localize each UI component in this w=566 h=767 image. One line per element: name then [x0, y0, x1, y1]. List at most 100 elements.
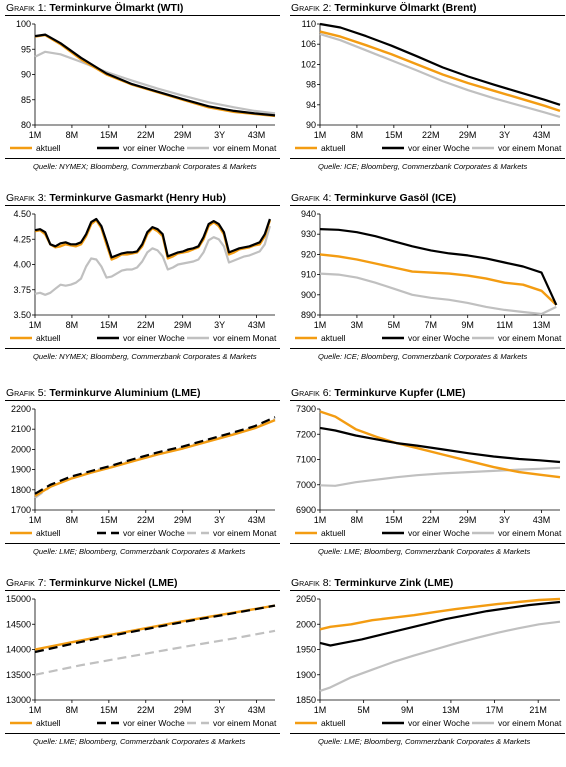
chart-title-prefix: Grafik 5:: [6, 387, 50, 399]
series-line-monat: [34, 225, 271, 296]
series-line-aktuell: [319, 30, 561, 113]
series-line-aktuell: [34, 418, 276, 497]
y-tick-label: 930: [301, 229, 316, 239]
x-tick-label: 22M: [422, 130, 440, 140]
axis-line: [34, 409, 275, 511]
chart-source: Quelle: LME; Bloomberg, Commerzbank Corp…: [33, 737, 246, 746]
x-tick-label: 1M: [29, 130, 42, 140]
x-tick-label: 8M: [351, 515, 364, 525]
legend-label: vor einer Woche: [408, 528, 470, 538]
x-tick-label: 29M: [459, 130, 477, 140]
y-tick-label: 1850: [296, 695, 316, 705]
series-line-aktuell: [319, 597, 561, 631]
chart-title-prefix: Grafik 2:: [291, 2, 335, 14]
x-tick-label: 8M: [66, 130, 79, 140]
source-rule: [5, 543, 280, 544]
x-tick-label: 29M: [459, 515, 477, 525]
y-tick-label: 2100: [11, 424, 31, 434]
legend-label: vor einem Monat: [498, 333, 562, 343]
title-rule: [290, 400, 565, 401]
y-tick-label: 13000: [6, 695, 31, 705]
chart-title-text: Terminkurve Ölmarkt (Brent): [334, 2, 477, 14]
x-tick-label: 22M: [137, 320, 155, 330]
source-rule: [290, 158, 565, 159]
chart-panel-4: Grafik 4: Terminkurve Gasöl (ICE) 890 900 9…: [290, 192, 565, 382]
x-tick-label: 29M: [174, 320, 192, 330]
x-tick-label: 1M: [29, 320, 42, 330]
series-line-woche: [319, 426, 561, 464]
y-tick-label: 106: [301, 39, 316, 49]
title-rule: [5, 400, 280, 401]
chart-title-text: Terminkurve Ölmarkt (WTI): [49, 2, 184, 14]
x-tick-label: 1M: [314, 515, 327, 525]
chart-source: Quelle: NYMEX; Bloomberg, Commerzbank Co…: [33, 162, 257, 171]
chart-title: Grafik 7: Terminkurve Nickel (LME): [6, 577, 178, 589]
x-tick-label: 29M: [174, 130, 192, 140]
chart-title-prefix: Grafik 3:: [6, 192, 50, 204]
legend-label: aktuell: [321, 528, 346, 538]
x-tick-label: 9M: [461, 320, 474, 330]
x-tick-label: 29M: [174, 515, 192, 525]
legend-label: vor einem Monat: [498, 143, 562, 153]
series-line-monat: [319, 620, 561, 692]
chart-title: Grafik 1: Terminkurve Ölmarkt (WTI): [6, 2, 183, 14]
x-tick-label: 3Y: [214, 515, 225, 525]
x-tick-label: 15M: [385, 515, 403, 525]
chart-panel-3: Grafik 3: Terminkurve Gasmarkt (Henry Hu…: [5, 192, 280, 382]
x-tick-label: 13M: [533, 320, 551, 330]
y-tick-label: 98: [306, 80, 316, 90]
x-tick-label: 29M: [174, 705, 192, 715]
x-tick-label: 22M: [137, 705, 155, 715]
chart-source: Quelle: LME; Bloomberg, Commerzbank Corp…: [318, 737, 531, 746]
y-tick-label: 7200: [296, 429, 316, 439]
chart-title-text: Terminkurve Gasmarkt (Henry Hub): [49, 192, 226, 204]
title-rule: [5, 590, 280, 591]
x-tick-label: 11M: [496, 320, 513, 330]
legend-label: vor einer Woche: [123, 528, 185, 538]
x-tick-label: 43M: [248, 705, 266, 715]
x-tick-label: 21M: [529, 705, 547, 715]
legend-label: aktuell: [36, 528, 61, 538]
chart-title: Grafik 5: Terminkurve Aluminium (LME): [6, 387, 200, 399]
x-tick-label: 3Y: [499, 515, 510, 525]
x-tick-label: 15M: [100, 705, 118, 715]
chart-title-prefix: Grafik 6:: [291, 387, 335, 399]
series-line-woche: [34, 416, 276, 495]
y-tick-label: 15000: [6, 594, 31, 604]
x-tick-label: 5M: [388, 320, 401, 330]
chart-title: Grafik 8: Terminkurve Zink (LME): [291, 577, 453, 589]
y-tick-label: 2000: [11, 444, 31, 454]
x-tick-label: 43M: [248, 320, 266, 330]
series-line-woche: [34, 217, 271, 259]
chart-title-prefix: Grafik 7:: [6, 577, 50, 589]
legend-label: vor einer Woche: [123, 718, 185, 728]
chart-panel-7: Grafik 7: Terminkurve Nickel (LME) 13000 1…: [5, 577, 280, 767]
x-tick-label: 1M: [29, 705, 42, 715]
x-tick-label: 43M: [533, 515, 551, 525]
y-tick-label: 4.50: [13, 209, 31, 219]
series-line-woche: [34, 33, 276, 117]
x-tick-label: 22M: [422, 515, 440, 525]
chart-source: Quelle: LME; Bloomberg, Commerzbank Corp…: [318, 547, 531, 556]
x-tick-label: 3M: [351, 320, 364, 330]
series-line-woche: [319, 228, 558, 306]
axis-line: [34, 24, 275, 126]
chart-source: Quelle: ICE; Bloomberg, Commerzbank Corp…: [318, 352, 528, 361]
legend-label: aktuell: [36, 143, 61, 153]
x-tick-label: 9M: [401, 705, 414, 715]
x-tick-label: 8M: [351, 130, 364, 140]
legend-label: aktuell: [36, 718, 61, 728]
y-tick-label: 13500: [6, 670, 31, 680]
x-tick-label: 5M: [357, 705, 370, 715]
x-tick-label: 15M: [385, 130, 403, 140]
chart-panel-1: Grafik 1: Terminkurve Ölmarkt (WTI) 80 85 9…: [5, 2, 280, 192]
y-tick-label: 1800: [11, 485, 31, 495]
y-tick-label: 85: [21, 95, 31, 105]
legend-label: vor einer Woche: [123, 333, 185, 343]
x-tick-label: 43M: [248, 130, 266, 140]
chart-title-text: Terminkurve Gasöl (ICE): [334, 192, 457, 204]
x-tick-label: 8M: [66, 705, 79, 715]
chart-svg: 80 85 90 95 100 1M 8M 15M 22M 29M 3Y 43M aktuell vor …: [10, 19, 277, 153]
y-tick-label: 4.25: [13, 234, 31, 244]
chart-panel-6: Grafik 6: Terminkurve Kupfer (LME) 6900 70…: [290, 387, 565, 577]
